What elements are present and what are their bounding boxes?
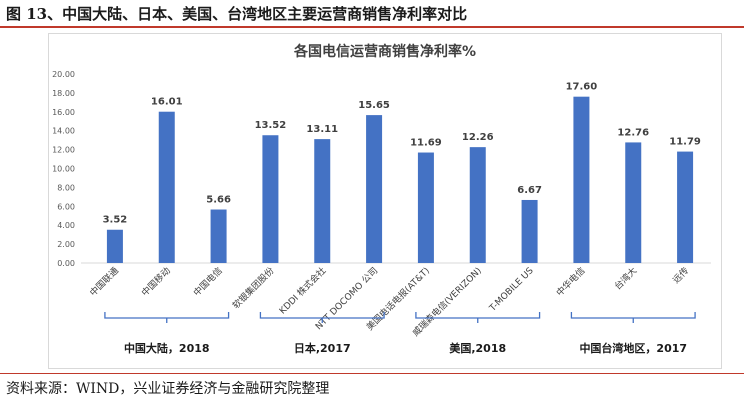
chart-container: 各国电信运营商销售净利率% 0.00 2.00 4.00 6.00 8.00 10.00 1… [48, 33, 722, 369]
y-tick-label: 4.00 [57, 221, 75, 230]
y-tick-label: 0.00 [57, 259, 75, 268]
bar-value-label: 12.76 [617, 127, 649, 138]
group-label: 中国台湾地区，2017 [579, 341, 687, 355]
group-label: 中国大陆，2018 [124, 341, 210, 355]
bar [521, 199, 538, 263]
y-tick-label: 2.00 [57, 240, 75, 249]
figure-title: 图 13、中国大陆、日本、美国、台湾地区主要运营商销售净利率对比 [6, 5, 468, 23]
group-label: 美国,2018 [449, 341, 506, 355]
bar [158, 111, 175, 263]
bar [366, 115, 383, 263]
group-brackets: 中国大陆，2018 日本,2017 美国,2018 中国台湾地区，2017 [104, 312, 696, 355]
x-tick-label: 中华电信 [554, 265, 588, 299]
y-tick-label: 6.00 [57, 202, 75, 211]
bar-value-label: 16.01 [151, 97, 183, 108]
y-axis: 0.00 2.00 4.00 6.00 8.00 10.00 12.00 14.00 16.00… [52, 70, 711, 268]
bar [677, 151, 694, 263]
bar [417, 152, 434, 263]
bar-value-label: 5.66 [206, 195, 231, 206]
bar [573, 96, 590, 264]
source-note: 资料来源：WIND，兴业证券经济与金融研究院整理 [6, 381, 330, 397]
x-tick-label: 中国移动 [139, 265, 173, 299]
bar-value-label: 3.52 [103, 215, 128, 226]
y-tick-label: 14.00 [52, 127, 75, 136]
x-tick-label: 远传 [670, 265, 691, 286]
bar-value-label: 6.67 [517, 185, 542, 196]
bar [262, 135, 279, 263]
x-tick-label: 软银集团股份 [230, 265, 277, 312]
bar [106, 229, 123, 263]
x-tick-label: 中国联通 [87, 265, 121, 299]
bar [469, 147, 486, 263]
y-tick-label: 16.00 [52, 108, 75, 117]
top-rule [0, 26, 744, 28]
x-tick-label: KDDI 株式会社 [277, 265, 329, 317]
x-tick-label: T-MOBILE US [487, 266, 536, 315]
group-label: 日本,2017 [294, 341, 351, 355]
y-tick-label: 18.00 [52, 89, 75, 98]
group-bracket [259, 312, 385, 323]
group-bracket [570, 312, 696, 323]
bar [314, 139, 331, 263]
x-tick-label: 台湾大 [612, 265, 640, 293]
y-tick-label: 10.00 [52, 165, 75, 174]
y-tick-label: 20.00 [52, 70, 75, 79]
bars [106, 96, 694, 264]
y-tick-label: 12.00 [52, 146, 75, 155]
bar [210, 209, 227, 263]
bar-value-label: 17.60 [566, 82, 598, 93]
bar-value-label: 11.69 [410, 138, 442, 149]
y-tick-label: 8.00 [57, 183, 75, 192]
bar-chart: 各国电信运营商销售净利率% 0.00 2.00 4.00 6.00 8.00 10.00 1… [52, 43, 711, 355]
x-tick-label: 中国电信 [191, 265, 225, 299]
bar-value-label: 15.65 [358, 100, 390, 111]
bar-value-label: 13.52 [255, 120, 287, 131]
value-labels: 3.52 16.01 5.66 13.52 13.11 15.65 11.69 12.26 6.… [103, 82, 701, 226]
bar-value-label: 11.79 [669, 137, 701, 148]
bottom-rule [0, 373, 744, 374]
chart-title: 各国电信运营商销售净利率% [293, 43, 476, 60]
bar-value-label: 13.11 [306, 124, 338, 135]
group-bracket [415, 312, 541, 323]
bar [625, 142, 642, 263]
group-bracket [104, 312, 230, 323]
bar-value-label: 12.26 [462, 132, 494, 143]
